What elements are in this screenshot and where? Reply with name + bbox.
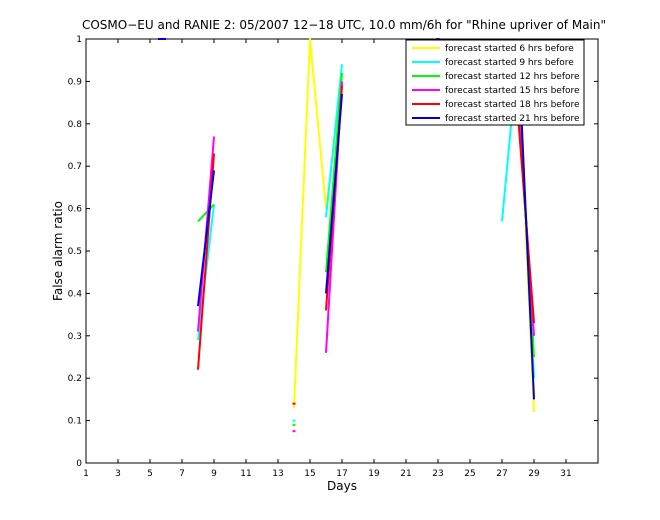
chart-title: COSMO−EU and RANIE 2: 05/2007 12−18 UTC,… bbox=[82, 18, 606, 32]
x-tick-label: 9 bbox=[211, 469, 217, 479]
x-tick-label: 15 bbox=[304, 469, 315, 479]
y-tick-label: 0.7 bbox=[68, 162, 82, 172]
series-line bbox=[325, 94, 343, 294]
x-tick-label: 11 bbox=[240, 469, 251, 479]
y-tick-label: 0.5 bbox=[68, 247, 82, 257]
x-tick-label: 7 bbox=[179, 469, 185, 479]
x-tick-label: 27 bbox=[496, 469, 507, 479]
x-tick-label: 25 bbox=[464, 469, 475, 479]
legend: forecast started 6 hrs before forecast st… bbox=[405, 39, 585, 126]
x-axis-label: Days bbox=[327, 479, 357, 493]
x-tick-label: 23 bbox=[432, 469, 443, 479]
x-tick-label: 1 bbox=[83, 469, 89, 479]
y-axis-label: False alarm ratio bbox=[51, 201, 65, 301]
series-line bbox=[197, 170, 215, 307]
x-axis: 1 3 5 7 9 11 13 15 17 19 21 23 25 27 29 31 bbox=[83, 39, 572, 479]
y-tick-label: 0 bbox=[76, 459, 82, 469]
y-tick-label: 1 bbox=[76, 35, 82, 45]
y-tick-label: 0.8 bbox=[68, 120, 83, 130]
x-tick-label: 17 bbox=[336, 469, 347, 479]
x-tick-label: 21 bbox=[400, 469, 411, 479]
x-tick-label: 13 bbox=[272, 469, 283, 479]
y-tick-label: 0.9 bbox=[68, 77, 83, 87]
y-tick-label: 0.3 bbox=[68, 332, 82, 342]
legend-label: forecast started 18 hrs before bbox=[445, 100, 580, 110]
y-tick-label: 0.6 bbox=[68, 205, 83, 215]
legend-label: forecast started 6 hrs before bbox=[445, 44, 574, 54]
x-tick-label: 31 bbox=[560, 469, 571, 479]
y-tick-label: 0.4 bbox=[68, 289, 83, 299]
x-tick-label: 19 bbox=[368, 469, 380, 479]
series-line bbox=[325, 64, 343, 218]
legend-label: forecast started 21 hrs before bbox=[445, 114, 580, 124]
x-tick-label: 3 bbox=[115, 469, 121, 479]
legend-label: forecast started 15 hrs before bbox=[445, 86, 580, 96]
series-lines bbox=[158, 38, 535, 433]
legend-label: forecast started 12 hrs before bbox=[445, 72, 580, 82]
legend-box bbox=[405, 39, 585, 126]
legend-label: forecast started 9 hrs before bbox=[445, 58, 574, 68]
x-tick-label: 29 bbox=[528, 469, 540, 479]
y-axis: 0 0.1 0.2 0.3 0.4 0.5 0.6 0.7 0.8 0.9 1 bbox=[68, 35, 598, 469]
series-line bbox=[325, 72, 343, 273]
x-tick-label: 5 bbox=[147, 469, 153, 479]
y-tick-label: 0.1 bbox=[68, 417, 82, 427]
y-tick-label: 0.2 bbox=[68, 374, 82, 384]
series-line bbox=[197, 203, 215, 222]
